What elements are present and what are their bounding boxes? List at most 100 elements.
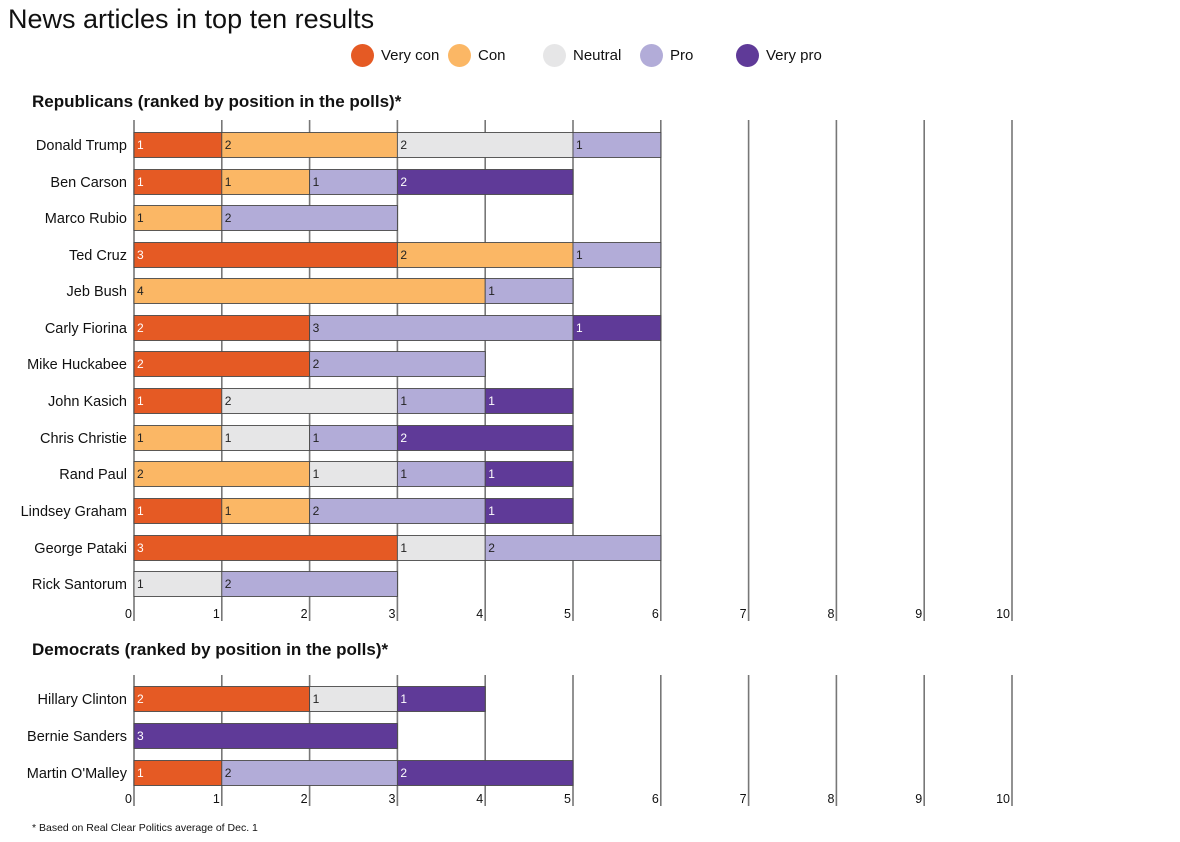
- bar-ted-cruz-con: [396, 242, 574, 268]
- bar-label-ben-carson-very-con: 1: [137, 175, 144, 189]
- bar-ted-cruz-pro: [572, 242, 662, 268]
- bar-jeb-bush-con: [133, 278, 486, 304]
- bar-label-john-kasich-pro: 1: [400, 394, 407, 408]
- republicans-tick-label-2: 2: [301, 607, 308, 621]
- legend-label-pro: Pro: [670, 46, 694, 64]
- bar-label-hillary-clinton-very-con: 2: [137, 692, 144, 706]
- legend-item-pro: Pro: [640, 40, 693, 70]
- bar-label-ben-carson-con: 1: [225, 175, 232, 189]
- bar-label-lindsey-graham-pro: 2: [313, 504, 320, 518]
- bar-marco-rubio-con: [133, 205, 223, 231]
- legend-swatch-neutral: [543, 43, 566, 67]
- candidate-name-jeb-bush: Jeb Bush: [67, 284, 127, 300]
- democrats-tick-label-1: 1: [213, 792, 220, 806]
- bar-label-john-kasich-very-pro: 1: [488, 394, 495, 408]
- democrats-tick-label-4: 4: [476, 792, 483, 806]
- bar-label-lindsey-graham-con: 1: [225, 504, 232, 518]
- bar-bernie-sanders-very-pro: [133, 723, 398, 749]
- candidate-name-hillary-clinton: Hillary Clinton: [38, 692, 127, 708]
- legend-swatch-very-con: [351, 43, 374, 67]
- bar-carly-fiorina-very-pro: [572, 315, 662, 341]
- legend-item-very-pro: Very pro: [736, 40, 822, 70]
- legend-swatch-very-pro: [736, 43, 759, 67]
- bar-lindsey-graham-very-pro: [484, 498, 574, 524]
- bar-donald-trump-pro: [572, 132, 662, 158]
- bar-label-donald-trump-very-con: 1: [137, 138, 144, 152]
- bar-label-marco-rubio-pro: 2: [225, 211, 232, 225]
- bar-chris-christie-con: [133, 425, 223, 451]
- republicans-section-title: Republicans (ranked by position in the p…: [32, 92, 402, 111]
- bar-label-george-pataki-neutral: 1: [400, 541, 407, 555]
- republicans-tick-label-5: 5: [564, 607, 571, 621]
- candidate-name-john-kasich: John Kasich: [48, 394, 127, 410]
- legend-swatch-pro: [640, 43, 663, 67]
- candidate-name-rand-paul: Rand Paul: [59, 467, 127, 483]
- bar-label-carly-fiorina-very-pro: 1: [576, 321, 583, 335]
- bar-label-lindsey-graham-very-con: 1: [137, 504, 144, 518]
- bar-john-kasich-very-con: [133, 388, 223, 414]
- bar-john-kasich-very-pro: [484, 388, 574, 414]
- democrats-section-title: Democrats (ranked by position in the pol…: [32, 640, 388, 659]
- bar-label-rand-paul-neutral: 1: [313, 467, 320, 481]
- bar-label-lindsey-graham-very-pro: 1: [488, 504, 495, 518]
- candidate-name-marco-rubio: Marco Rubio: [45, 211, 127, 227]
- candidate-name-martin-o-malley: Martin O'Malley: [27, 766, 128, 782]
- bar-label-chris-christie-pro: 1: [313, 431, 320, 445]
- bar-marco-rubio-pro: [221, 205, 398, 231]
- bar-ben-carson-pro: [309, 169, 398, 195]
- bar-label-donald-trump-neutral: 2: [400, 138, 407, 152]
- candidate-name-lindsey-graham: Lindsey Graham: [21, 504, 127, 520]
- legend-label-neutral: Neutral: [573, 46, 622, 64]
- legend-label-very-con: Very con: [381, 46, 440, 64]
- bar-martin-o-malley-very-pro: [396, 760, 574, 786]
- bar-label-george-pataki-very-con: 3: [137, 541, 144, 555]
- bar-label-george-pataki-pro: 2: [488, 541, 495, 555]
- republicans-tick-label-4: 4: [476, 607, 483, 621]
- bar-martin-o-malley-pro: [221, 760, 398, 786]
- bar-label-rick-santorum-neutral: 1: [137, 577, 144, 591]
- bar-label-martin-o-malley-very-pro: 2: [400, 766, 407, 780]
- bar-label-john-kasich-neutral: 2: [225, 394, 232, 408]
- candidate-name-ted-cruz: Ted Cruz: [69, 248, 127, 264]
- republicans-tick-label-1: 1: [213, 607, 220, 621]
- candidate-name-chris-christie: Chris Christie: [40, 431, 127, 447]
- bar-label-rand-paul-very-pro: 1: [488, 467, 495, 481]
- bar-label-mike-huckabee-very-con: 2: [137, 357, 144, 371]
- bar-john-kasich-pro: [396, 388, 486, 414]
- democrats-tick-label-0: 0: [125, 792, 132, 806]
- bar-lindsey-graham-con: [221, 498, 311, 524]
- bar-label-martin-o-malley-pro: 2: [225, 766, 232, 780]
- bar-chris-christie-neutral: [221, 425, 311, 451]
- bar-rick-santorum-neutral: [133, 571, 223, 597]
- candidate-name-donald-trump: Donald Trump: [36, 138, 127, 154]
- bar-martin-o-malley-very-con: [133, 760, 223, 786]
- bar-rand-paul-con: [133, 461, 311, 487]
- bar-label-hillary-clinton-very-pro: 1: [400, 692, 407, 706]
- democrats-tick-label-2: 2: [301, 792, 308, 806]
- bar-ben-carson-con: [221, 169, 311, 195]
- republicans-tick-label-9: 9: [915, 607, 922, 621]
- bar-label-martin-o-malley-very-con: 1: [137, 766, 144, 780]
- bar-label-chris-christie-neutral: 1: [225, 431, 232, 445]
- bar-mike-huckabee-very-con: [133, 351, 311, 377]
- chart-title: News articles in top ten results: [8, 4, 375, 34]
- bar-chris-christie-very-pro: [396, 425, 574, 451]
- bar-john-kasich-neutral: [221, 388, 398, 414]
- bar-label-jeb-bush-con: 4: [137, 284, 144, 298]
- bar-label-ted-cruz-very-con: 3: [137, 248, 144, 262]
- bar-rick-santorum-pro: [221, 571, 398, 597]
- bar-label-ted-cruz-pro: 1: [576, 248, 583, 262]
- bar-label-marco-rubio-con: 1: [137, 211, 144, 225]
- bar-george-pataki-neutral: [396, 535, 486, 561]
- bar-label-rand-paul-pro: 1: [400, 467, 407, 481]
- candidate-name-rick-santorum: Rick Santorum: [32, 577, 127, 593]
- bar-label-jeb-bush-pro: 1: [488, 284, 495, 298]
- candidate-name-george-pataki: George Pataki: [34, 541, 127, 557]
- democrats-tick-label-6: 6: [652, 792, 659, 806]
- bar-label-mike-huckabee-pro: 2: [313, 357, 320, 371]
- bar-label-rand-paul-con: 2: [137, 467, 144, 481]
- candidate-name-bernie-sanders: Bernie Sanders: [27, 729, 127, 745]
- bar-label-ben-carson-very-pro: 2: [400, 175, 407, 189]
- legend-label-con: Con: [478, 46, 506, 64]
